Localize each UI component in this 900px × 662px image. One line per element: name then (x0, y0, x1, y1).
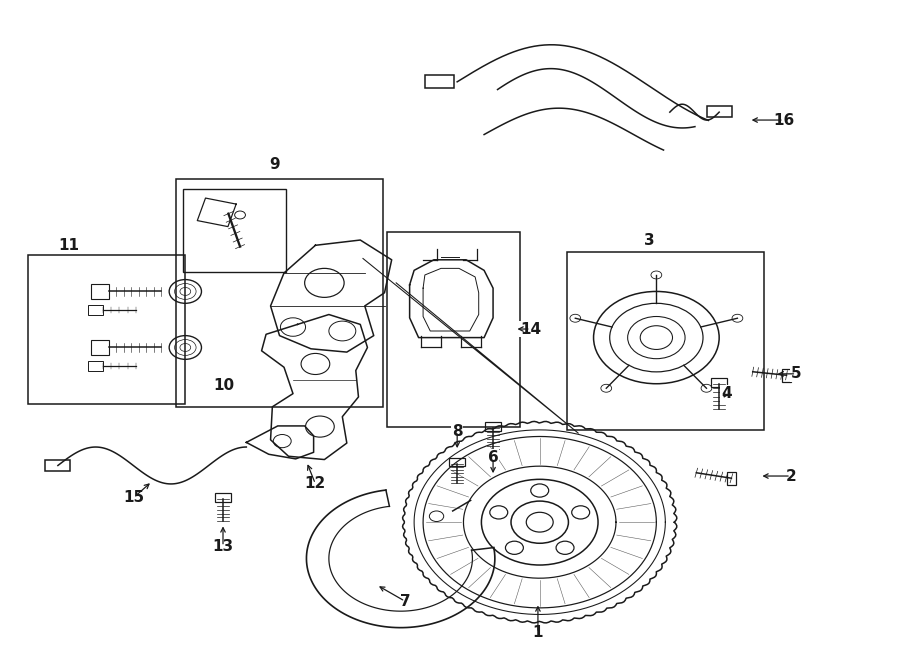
Circle shape (572, 506, 590, 519)
Bar (387, 232, 520, 426)
Text: 13: 13 (212, 539, 234, 554)
FancyBboxPatch shape (485, 422, 501, 431)
Circle shape (531, 484, 549, 497)
Text: 16: 16 (773, 113, 795, 128)
FancyBboxPatch shape (449, 457, 465, 467)
Text: 11: 11 (58, 238, 79, 253)
Text: 1: 1 (533, 626, 544, 640)
Circle shape (506, 541, 524, 554)
FancyBboxPatch shape (727, 471, 736, 485)
Text: 5: 5 (791, 366, 802, 381)
Text: 6: 6 (488, 450, 499, 465)
Text: 4: 4 (721, 386, 732, 401)
Bar (28, 255, 185, 404)
Bar (567, 252, 764, 430)
Text: 9: 9 (270, 158, 281, 172)
Text: 15: 15 (123, 490, 145, 504)
Text: 8: 8 (452, 424, 463, 439)
Text: 12: 12 (305, 477, 326, 491)
Circle shape (490, 506, 508, 519)
FancyBboxPatch shape (711, 378, 727, 387)
Bar (183, 189, 286, 271)
Text: 2: 2 (786, 469, 796, 483)
Text: 7: 7 (400, 594, 410, 609)
FancyBboxPatch shape (215, 493, 231, 502)
Bar (176, 179, 382, 407)
FancyBboxPatch shape (782, 369, 791, 382)
Text: 3: 3 (644, 232, 654, 248)
Circle shape (556, 541, 574, 554)
Text: 14: 14 (520, 322, 541, 336)
Text: 10: 10 (213, 377, 235, 393)
